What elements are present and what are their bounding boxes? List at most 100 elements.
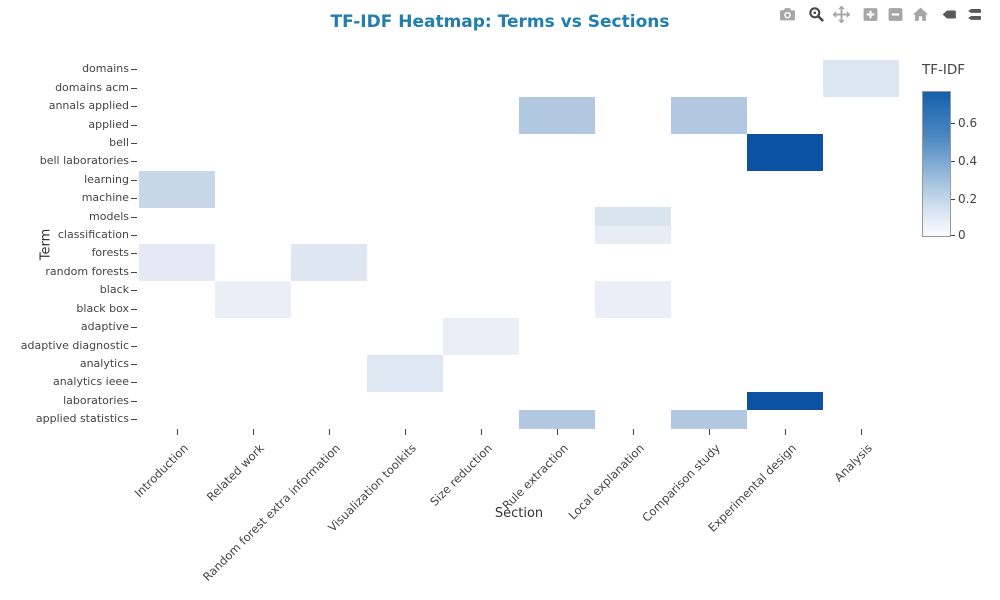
pan-icon[interactable]: [832, 5, 851, 24]
y-tick-label: bell laboratories: [39, 154, 129, 168]
y-tick-label: adaptive diagnostic: [20, 338, 129, 352]
x-axis-title: Section: [494, 506, 544, 521]
x-tick-label: Size reduction: [427, 441, 495, 509]
heatmap-cell[interactable]: [747, 152, 823, 171]
heatmap-cell[interactable]: [747, 133, 823, 153]
zoom-icon[interactable]: [807, 5, 826, 24]
x-tick: [481, 429, 482, 435]
y-tick: [131, 271, 137, 273]
y-tick-label: analytics: [79, 356, 129, 370]
y-tick: [131, 161, 137, 163]
heatmap-cell[interactable]: [367, 354, 443, 374]
heatmap-cell[interactable]: [823, 78, 899, 98]
colorbar: TF-IDF 0.6 0.4 0.2 0: [922, 60, 1000, 260]
y-tick-label: domains: [82, 62, 129, 76]
heatmap-cell[interactable]: [367, 373, 443, 392]
x-tick: [253, 429, 254, 435]
x-tick: [861, 429, 862, 435]
y-tick-label: forests: [91, 246, 129, 260]
heatmap-cell[interactable]: [215, 299, 291, 319]
colorbar-tick-label: 0.2: [958, 192, 978, 206]
y-tick: [131, 198, 137, 200]
y-tick-label: black box: [76, 301, 129, 315]
zoom-out-icon[interactable]: [886, 5, 905, 24]
y-tick: [131, 308, 137, 310]
heatmap-cell[interactable]: [139, 262, 215, 282]
heatmap-cell[interactable]: [291, 244, 367, 263]
x-tick: [633, 429, 634, 435]
heatmap-cell[interactable]: [291, 262, 367, 282]
heatmap-cell[interactable]: [139, 188, 215, 208]
y-tick-label: analytics ieee: [52, 375, 129, 389]
y-tick: [131, 419, 137, 421]
heatmap-cell[interactable]: [443, 336, 519, 356]
y-tick: [131, 400, 137, 402]
y-tick-label: black: [99, 283, 129, 297]
y-tick: [131, 235, 137, 236]
heatmap-cell[interactable]: [595, 299, 671, 319]
heatmap-cell[interactable]: [747, 391, 823, 411]
heatmap-cell[interactable]: [519, 96, 595, 116]
y-tick: [131, 87, 137, 89]
colorbar-tick-label: 0: [958, 228, 966, 242]
x-tick: [785, 429, 786, 435]
y-tick-label: bell: [109, 135, 129, 149]
y-tick: [131, 345, 137, 347]
heatmap-cell[interactable]: [519, 409, 595, 429]
y-tick-label: laboratories: [63, 393, 129, 407]
x-tick: [177, 429, 178, 435]
y-tick-label: applied: [88, 117, 129, 131]
y-tick: [131, 179, 137, 181]
colorbar-gradient[interactable]: [922, 91, 951, 237]
camera-icon[interactable]: [778, 5, 797, 24]
x-tick: [557, 429, 558, 435]
hover-closest-icon[interactable]: [940, 5, 959, 24]
y-tick: [131, 290, 137, 292]
colorbar-tick-label: 0.4: [958, 154, 978, 168]
x-tick-label: Analysis: [831, 441, 875, 485]
x-tick: [329, 429, 330, 435]
heatmap-cell[interactable]: [823, 60, 899, 79]
x-tick: [709, 429, 710, 435]
y-tick-label: learning: [84, 172, 129, 186]
y-tick: [131, 106, 137, 108]
y-tick-label: machine: [81, 191, 129, 205]
chart-title: TF-IDF Heatmap: Terms vs Sections: [330, 12, 670, 32]
y-tick-label: annals applied: [48, 99, 129, 113]
heatmap-cell[interactable]: [595, 207, 671, 227]
hover-compare-icon[interactable]: [965, 5, 984, 24]
y-tick: [131, 327, 137, 329]
y-tick-label: applied statistics: [35, 412, 129, 426]
heatmap-cell[interactable]: [139, 244, 215, 263]
heatmap-cell[interactable]: [671, 115, 747, 134]
heatmap-cell[interactable]: [519, 115, 595, 134]
y-tick: [131, 216, 137, 218]
colorbar-tick: [951, 123, 955, 124]
heatmap-cell[interactable]: [443, 317, 519, 337]
home-icon[interactable]: [911, 5, 930, 24]
modebar: [768, 5, 984, 24]
zoom-in-icon[interactable]: [861, 5, 880, 24]
heatmap-cell[interactable]: [671, 409, 747, 429]
y-tick: [131, 363, 137, 365]
colorbar-tick: [951, 199, 955, 200]
y-tick: [131, 124, 137, 126]
y-tick: [131, 69, 137, 71]
x-tick-label: Rule extraction: [499, 441, 571, 513]
x-tick-label: Introduction: [131, 441, 191, 501]
heatmap-cell[interactable]: [595, 225, 671, 245]
y-tick-label: random forests: [45, 264, 129, 278]
y-tick-label: domains acm: [55, 80, 129, 94]
heatmap-cell[interactable]: [139, 170, 215, 190]
x-tick-label: Related work: [203, 441, 267, 505]
y-tick: [131, 253, 137, 255]
y-tick-label: classification: [57, 228, 129, 241]
y-tick-label: adaptive: [80, 320, 129, 334]
x-tick: [405, 429, 406, 435]
heatmap-cell[interactable]: [671, 96, 747, 116]
colorbar-title: TF-IDF: [922, 62, 966, 78]
y-tick: [131, 142, 137, 144]
heatmap-cell[interactable]: [595, 281, 671, 300]
heatmap-cell[interactable]: [215, 281, 291, 300]
